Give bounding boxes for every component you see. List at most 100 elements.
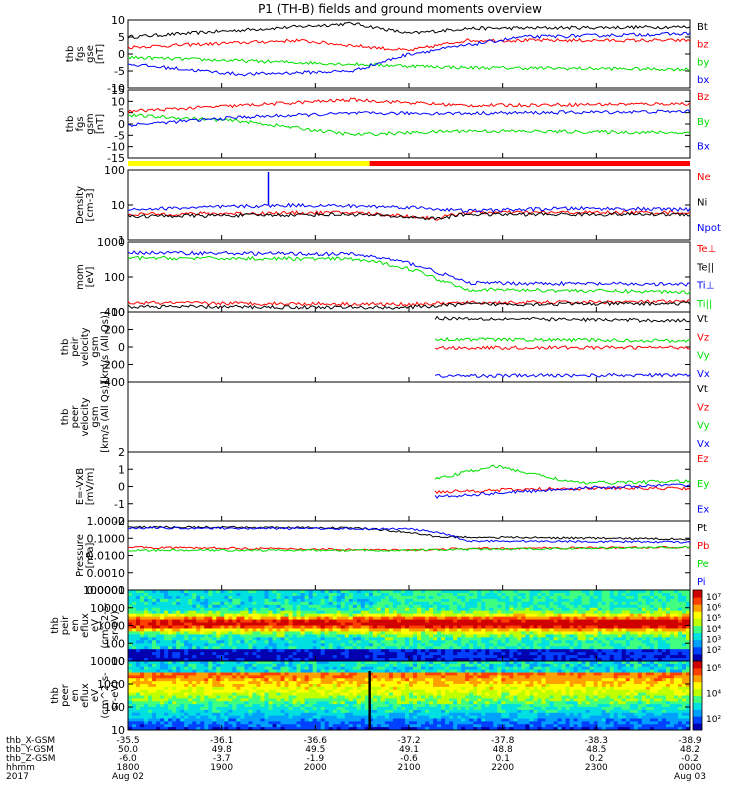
series-Te|| [127, 301, 691, 310]
spectrogram-cell [525, 595, 530, 600]
spectrogram-cell [272, 643, 278, 647]
spectrogram-cell [332, 709, 338, 714]
spectrogram-cell [256, 724, 261, 728]
spectrogram-cell [260, 686, 265, 691]
spectrogram-cell [284, 675, 290, 679]
spectrogram-cell [212, 658, 217, 662]
spectrogram-cell [216, 619, 221, 624]
spectrogram-cell [681, 601, 687, 606]
panel-frame [127, 311, 691, 383]
spectrogram-cell [609, 604, 615, 609]
spectrogram-cell [417, 655, 422, 659]
spectrogram-cell [489, 625, 494, 629]
spectrogram-cell [449, 607, 454, 612]
spectrogram-cell [284, 715, 290, 720]
spectrogram-cell [645, 646, 651, 650]
spectrogram-cell [621, 655, 627, 659]
spectrogram-cell [573, 613, 579, 618]
spectrogram-cell [529, 613, 534, 618]
spectrogram-cell [304, 652, 310, 656]
spectrogram-cell [537, 643, 542, 647]
spectrogram-cell [573, 616, 579, 621]
spectrogram-cell [521, 649, 526, 653]
spectrogram-cell [188, 643, 193, 647]
spectrogram-cell [168, 704, 173, 708]
spectrogram-cell [625, 655, 631, 659]
spectrogram-cell [376, 637, 382, 641]
spectrogram-cell [148, 619, 153, 624]
spectrogram-cell [200, 701, 205, 705]
spectrogram-cell [288, 704, 294, 708]
spectrogram-cell [525, 652, 530, 656]
spectrogram-cell [252, 681, 257, 685]
spectrogram-cell [537, 604, 542, 609]
legend-entry: Vz [697, 332, 709, 343]
spectrogram-cell [172, 681, 177, 685]
spectrogram-cell [573, 646, 579, 650]
spectrogram-cell [316, 672, 322, 676]
spectrogram-cell [473, 643, 478, 647]
spectrogram-cell [320, 625, 326, 629]
spectrogram-cell [296, 672, 302, 676]
spectrogram-cell [445, 658, 450, 662]
colorbar-cell [693, 648, 702, 651]
spectrogram-cell [457, 643, 462, 647]
spectrogram-cell [376, 616, 382, 621]
spectrogram-cell [132, 704, 137, 708]
spectrogram-cell [376, 610, 382, 615]
spectrogram-cell [292, 640, 298, 644]
spectrogram-cell [553, 622, 559, 626]
spectrogram-cell [457, 610, 462, 615]
spectrogram-cell [421, 646, 426, 650]
spectrogram-cell [212, 595, 217, 600]
spectrogram-cell [320, 613, 326, 618]
spectrogram-cell [248, 601, 253, 606]
spectrogram-cell [140, 678, 145, 682]
spectrogram-cell [268, 692, 274, 697]
spectrogram-cell [312, 628, 318, 632]
colorbar-cell [693, 629, 702, 632]
spectrogram-cell [549, 598, 555, 603]
spectrogram-cell [252, 718, 257, 722]
spectrogram-cell [160, 718, 165, 722]
spectrogram-cell [204, 692, 209, 697]
spectrogram-cell [268, 631, 274, 635]
spectrogram-cell [425, 652, 430, 656]
spectrogram-cell [409, 622, 414, 626]
spectrogram-cell [128, 592, 133, 597]
spectrogram-cell [224, 595, 229, 600]
spectrogram-cell [533, 655, 538, 659]
spectrogram-cell [605, 643, 611, 647]
spectrogram-cell [585, 631, 591, 635]
spectrogram-cell [404, 601, 410, 606]
spectrogram-cell [288, 595, 294, 600]
spectrogram-cell [276, 631, 282, 635]
spectrogram-cell [569, 616, 575, 621]
spectrogram-cell [316, 698, 322, 702]
spectrogram-cell [136, 715, 141, 720]
spectrogram-cell [593, 649, 599, 653]
spectrogram-cell [156, 631, 161, 635]
spectrogram-cell [376, 631, 382, 635]
spectrogram-cell [268, 727, 274, 731]
spectrogram-cell [404, 607, 410, 612]
spectrogram-cell [204, 701, 209, 705]
spectrogram-cell [657, 658, 663, 662]
spectrogram-cell [489, 631, 494, 635]
spectrogram-cell [332, 610, 338, 615]
spectrogram-cell [605, 637, 611, 641]
spectrogram-cell [172, 712, 177, 717]
spectrogram-cell [497, 631, 502, 635]
spectrogram-cell [669, 610, 675, 615]
spectrogram-cell [164, 607, 169, 612]
spectrogram-cell [132, 695, 137, 699]
spectrogram-cell [148, 681, 153, 685]
spectrogram-cell [429, 637, 434, 641]
spectrogram-cell [453, 637, 458, 641]
spectrogram-cell [328, 652, 334, 656]
spectrogram-cell [453, 655, 458, 659]
spectrogram-cell [348, 604, 354, 609]
spectrogram-cell [160, 604, 165, 609]
spectrogram-cell [421, 643, 426, 647]
spectrogram-cell [356, 601, 362, 606]
